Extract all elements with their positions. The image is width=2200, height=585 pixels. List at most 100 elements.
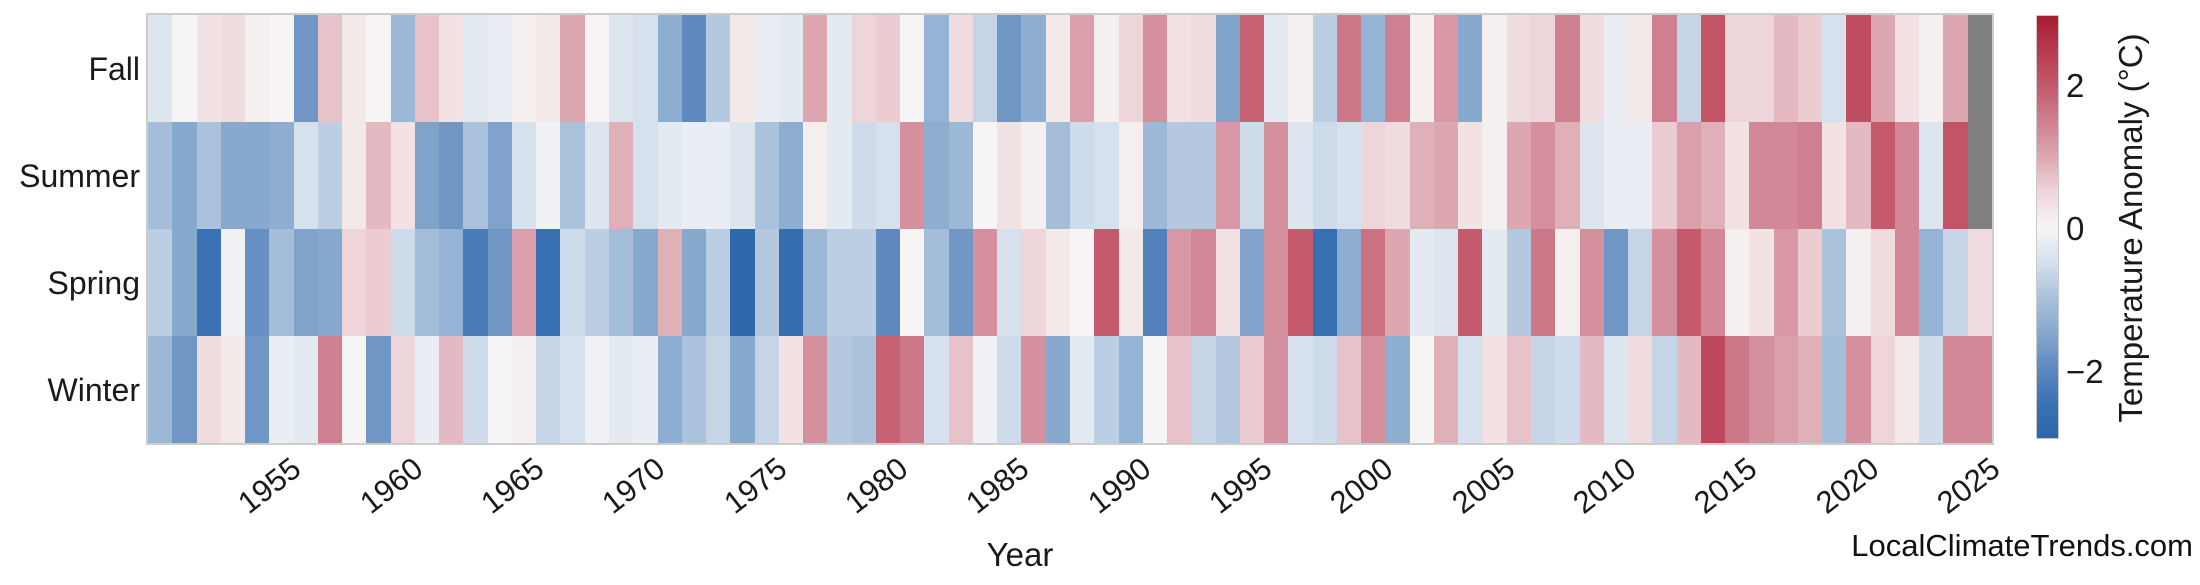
heatmap-cell xyxy=(560,229,585,336)
heatmap-cell xyxy=(657,122,682,229)
heatmap-cell xyxy=(1409,229,1434,336)
x-tick-label-2015: 2015 xyxy=(1687,450,1764,521)
heatmap-cell xyxy=(997,229,1022,336)
heatmap-cell xyxy=(172,336,197,443)
heatmap-cell xyxy=(487,15,512,122)
heatmap-cell xyxy=(1652,122,1677,229)
heatmap-cell xyxy=(827,336,852,443)
heatmap-cell xyxy=(511,122,537,229)
heatmap-cell xyxy=(414,122,440,229)
heatmap-cell xyxy=(439,336,464,443)
heatmap-cell xyxy=(439,15,464,122)
heatmap-cell xyxy=(1846,229,1871,336)
heatmap-cell xyxy=(1749,122,1774,229)
colorbar-tick-2: 2 xyxy=(2066,67,2085,105)
heatmap-cell xyxy=(948,229,973,336)
heatmap-cell xyxy=(414,229,440,336)
heatmap-cell xyxy=(1021,122,1046,229)
heatmap-cell xyxy=(1215,122,1240,229)
heatmap-cell xyxy=(1773,336,1798,443)
heatmap-cell xyxy=(1094,229,1119,336)
heatmap-cell xyxy=(972,336,998,443)
heatmap-cell xyxy=(1239,15,1265,122)
heatmap-cell xyxy=(778,229,804,336)
heatmap-cell xyxy=(1191,336,1216,443)
heatmap-cell xyxy=(1409,122,1434,229)
heatmap-cell xyxy=(997,122,1022,229)
heatmap-cell xyxy=(463,229,488,336)
heatmap-cell xyxy=(754,122,779,229)
heatmap-cell xyxy=(972,122,998,229)
heatmap-cell xyxy=(1167,122,1192,229)
x-tick-label-1985: 1985 xyxy=(959,450,1036,521)
heatmap-cell xyxy=(414,15,440,122)
heatmap-cell xyxy=(1482,122,1507,229)
row-label-winter: Winter xyxy=(47,371,140,408)
heatmap-cell xyxy=(1458,122,1483,229)
heatmap-cell xyxy=(1700,122,1726,229)
heatmap-cell xyxy=(1579,122,1604,229)
heatmap-cell xyxy=(196,229,221,336)
heatmap-cell xyxy=(730,15,755,122)
heatmap-cell xyxy=(1045,122,1070,229)
heatmap-cell xyxy=(657,229,682,336)
heatmap-cell xyxy=(1288,336,1313,443)
heatmap-cell xyxy=(1506,229,1531,336)
heatmap-cell xyxy=(1142,229,1168,336)
heatmap-cell xyxy=(1142,15,1168,122)
heatmap-cell xyxy=(1336,229,1362,336)
heatmap-cell xyxy=(1312,229,1337,336)
heatmap-cell xyxy=(1215,336,1240,443)
heatmap-cell xyxy=(1409,336,1434,443)
heatmap-cell xyxy=(633,15,658,122)
heatmap-cell xyxy=(1603,15,1629,122)
heatmap-cell xyxy=(269,15,294,122)
heatmap-cell xyxy=(148,122,173,229)
x-tick-label-2020: 2020 xyxy=(1808,450,1885,521)
heatmap-cell xyxy=(390,229,415,336)
heatmap-cell xyxy=(1239,229,1265,336)
heatmap-cell xyxy=(1531,15,1556,122)
heatmap-cell xyxy=(220,15,246,122)
heatmap-cell xyxy=(900,122,925,229)
heatmap-cell xyxy=(1385,15,1410,122)
heatmap-cell xyxy=(196,15,221,122)
heatmap-cell xyxy=(1264,336,1289,443)
heatmap-cell xyxy=(317,122,343,229)
heatmap-cell xyxy=(1700,15,1726,122)
heatmap-cell xyxy=(1021,229,1046,336)
heatmap-cell xyxy=(1676,229,1701,336)
heatmap-cell xyxy=(1555,336,1580,443)
heatmap-cell xyxy=(609,15,634,122)
heatmap-cell xyxy=(900,15,925,122)
heatmap-cell xyxy=(972,15,998,122)
heatmap-cell xyxy=(1070,15,1095,122)
heatmap-cell xyxy=(778,15,804,122)
heatmap-cell xyxy=(633,336,658,443)
heatmap-cell xyxy=(293,15,318,122)
x-tick-label-1960: 1960 xyxy=(353,450,430,521)
row-label-summer: Summer xyxy=(19,157,140,194)
heatmap-cell xyxy=(924,336,949,443)
heatmap-cell xyxy=(148,15,173,122)
heatmap-cell xyxy=(875,336,901,443)
heatmap-cell xyxy=(1725,15,1750,122)
heatmap-cell xyxy=(1967,336,1992,443)
heatmap-cell xyxy=(1797,15,1823,122)
colorbar-gradient xyxy=(2036,15,2059,439)
heatmap-cell xyxy=(1094,122,1119,229)
heatmap-cell xyxy=(1676,15,1701,122)
heatmap-cell xyxy=(342,122,367,229)
heatmap-cell xyxy=(827,15,852,122)
colorbar-tick-0: 0 xyxy=(2066,210,2085,247)
heatmap-cell xyxy=(1603,122,1629,229)
heatmap-cell xyxy=(366,336,391,443)
heatmap-cell xyxy=(366,229,391,336)
heatmap-cell xyxy=(1070,229,1095,336)
heatmap-cell xyxy=(875,122,901,229)
heatmap-cell xyxy=(487,122,512,229)
heatmap-cell xyxy=(1870,229,1895,336)
heatmap-cell xyxy=(584,15,609,122)
heatmap-cell xyxy=(1191,229,1216,336)
